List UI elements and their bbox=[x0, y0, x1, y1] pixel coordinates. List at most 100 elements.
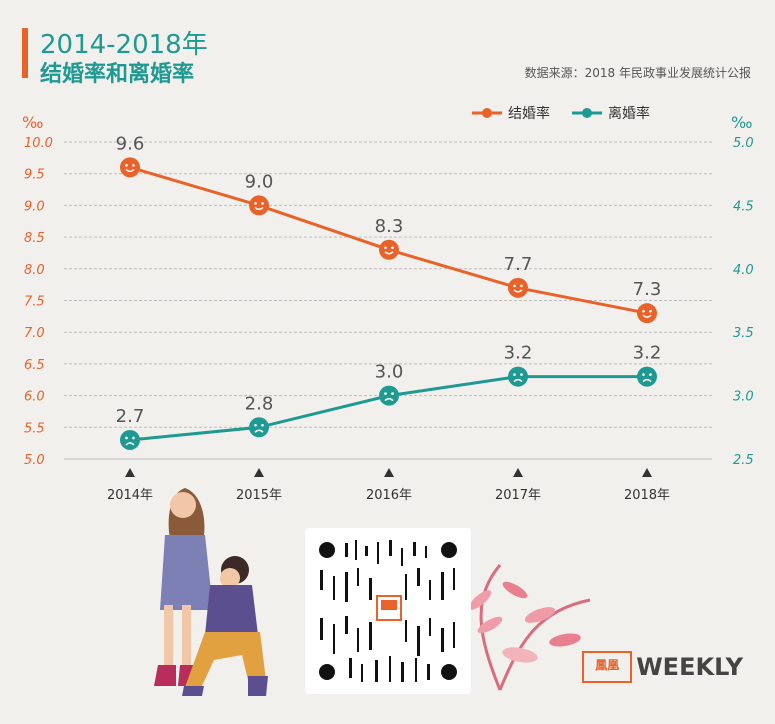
marker-mouth bbox=[642, 378, 652, 383]
marker-mouth bbox=[642, 314, 652, 318]
left-tick-label: 9.5 bbox=[24, 168, 45, 183]
marker-eye bbox=[513, 373, 516, 376]
x-tick-arrow bbox=[125, 468, 135, 477]
x-tick-label: 2015年 bbox=[236, 488, 282, 503]
x-tick-label: 2016年 bbox=[366, 488, 412, 503]
right-axis-ticks: 5.0 4.5 4.0 3.5 3.0 2.5 bbox=[733, 136, 754, 468]
left-tick-label: 7.0 bbox=[24, 326, 45, 341]
marker-eye bbox=[132, 436, 135, 440]
data-value-label: 9.6 bbox=[116, 133, 145, 154]
data-value-label: 2.8 bbox=[245, 393, 274, 414]
left-tick-label: 6.5 bbox=[24, 358, 45, 373]
marker-eye bbox=[261, 424, 264, 427]
marker-eye bbox=[125, 164, 128, 167]
left-tick-label: 9.0 bbox=[24, 199, 45, 214]
data-point-marker bbox=[249, 417, 269, 438]
data-value-label: 7.3 bbox=[633, 279, 662, 300]
marker-eye bbox=[642, 309, 645, 313]
x-tick-label: 2018年 bbox=[624, 488, 670, 503]
left-axis-ticks: 10.0 9.5 9.0 8.5 8.0 7.5 7.0 6.5 6.0 5.5 5.0 bbox=[24, 136, 53, 468]
brand-logo: 鳳凰 WEEKLY bbox=[582, 651, 743, 683]
marker-eye bbox=[520, 284, 523, 288]
x-axis-ticks: 2014年 2015年 2016年 2017年 2018年 bbox=[107, 468, 670, 503]
marker-mouth bbox=[125, 168, 135, 173]
marker-eye bbox=[513, 284, 516, 288]
marker-eye bbox=[254, 424, 257, 427]
right-unit-label: ‰ bbox=[731, 113, 752, 132]
marker-mouth bbox=[384, 251, 394, 255]
right-tick-label: 4.0 bbox=[733, 263, 754, 278]
left-tick-label: 5.0 bbox=[24, 453, 45, 468]
marker-mouth bbox=[254, 206, 264, 211]
brand-logo-en: WEEKLY bbox=[636, 653, 743, 681]
qr-code-icon[interactable] bbox=[305, 528, 471, 694]
left-tick-label: 6.0 bbox=[24, 390, 45, 405]
marker-eye bbox=[391, 246, 394, 250]
left-tick-label: 7.5 bbox=[24, 295, 45, 310]
data-value-label: 8.3 bbox=[375, 216, 404, 237]
marker-eye bbox=[125, 436, 128, 440]
data-point-marker bbox=[637, 366, 657, 387]
data-source-note: 数据来源：2018 年民政事业发展统计公报 bbox=[524, 66, 751, 80]
left-tick-label: 10.0 bbox=[24, 136, 53, 151]
marker-eye bbox=[384, 246, 387, 250]
marker-eye bbox=[649, 373, 652, 376]
right-tick-label: 4.5 bbox=[733, 199, 754, 214]
data-point-marker bbox=[379, 239, 399, 260]
chart-title-line1: 2014-2018年 bbox=[40, 30, 208, 60]
marker-eye bbox=[132, 164, 135, 167]
right-tick-label: 2.5 bbox=[733, 453, 754, 468]
marker-eye bbox=[384, 392, 387, 395]
left-tick-label: 8.5 bbox=[24, 231, 45, 246]
data-point-marker bbox=[508, 277, 528, 298]
marker-mouth bbox=[125, 442, 135, 446]
legend-divorce-marker bbox=[582, 108, 592, 118]
marker-mouth bbox=[384, 397, 394, 402]
data-value-label: 2.7 bbox=[116, 406, 145, 427]
left-unit-label: ‰ bbox=[22, 113, 43, 132]
proposal-couple-illustration bbox=[154, 488, 268, 696]
qr-pattern bbox=[319, 540, 457, 682]
data-value-label: 7.7 bbox=[504, 254, 533, 275]
right-tick-label: 5.0 bbox=[733, 136, 754, 151]
right-tick-label: 3.0 bbox=[733, 390, 754, 405]
marker-mouth bbox=[513, 378, 523, 383]
left-tick-label: 5.5 bbox=[24, 421, 45, 436]
legend-marriage-marker bbox=[482, 108, 492, 118]
data-point-marker bbox=[249, 195, 269, 216]
x-tick-arrow bbox=[384, 468, 394, 477]
legend-divorce-label: 离婚率 bbox=[608, 105, 650, 122]
data-value-label: 3.2 bbox=[633, 343, 662, 364]
data-point-marker bbox=[508, 366, 528, 387]
data-point-marker bbox=[379, 385, 399, 406]
marker-mouth bbox=[513, 289, 523, 293]
legend-marriage-label: 结婚率 bbox=[508, 105, 550, 122]
x-tick-arrow bbox=[254, 468, 264, 477]
marker-mouth bbox=[254, 429, 264, 433]
data-value-label: 3.0 bbox=[375, 362, 404, 383]
marker-eye bbox=[520, 373, 523, 376]
x-tick-label: 2017年 bbox=[495, 488, 541, 503]
right-tick-label: 3.5 bbox=[733, 326, 754, 341]
data-point-marker bbox=[120, 157, 140, 178]
left-tick-label: 8.0 bbox=[24, 263, 45, 278]
legend: 结婚率 离婚率 bbox=[472, 105, 650, 122]
data-value-label: 3.2 bbox=[504, 343, 533, 364]
series-layer: 9.6 9.0 8.3 7.7 7.3 2.7 2.8 3.0 3.2 3.2 bbox=[116, 133, 662, 450]
data-point-marker bbox=[637, 303, 657, 324]
x-tick-arrow bbox=[642, 468, 652, 477]
leaf-decoration bbox=[468, 564, 591, 691]
data-value-label: 9.0 bbox=[245, 171, 274, 192]
x-tick-label: 2014年 bbox=[107, 488, 153, 503]
marker-eye bbox=[642, 373, 645, 376]
data-point-marker bbox=[120, 429, 140, 450]
marker-eye bbox=[261, 202, 264, 205]
chart-title-line2: 结婚率和离婚率 bbox=[40, 62, 195, 87]
marker-eye bbox=[649, 309, 652, 313]
title-accent-bar bbox=[22, 28, 28, 78]
x-tick-arrow bbox=[513, 468, 523, 477]
marker-eye bbox=[254, 202, 257, 205]
grid-lines bbox=[64, 141, 712, 460]
marker-eye bbox=[391, 392, 394, 395]
